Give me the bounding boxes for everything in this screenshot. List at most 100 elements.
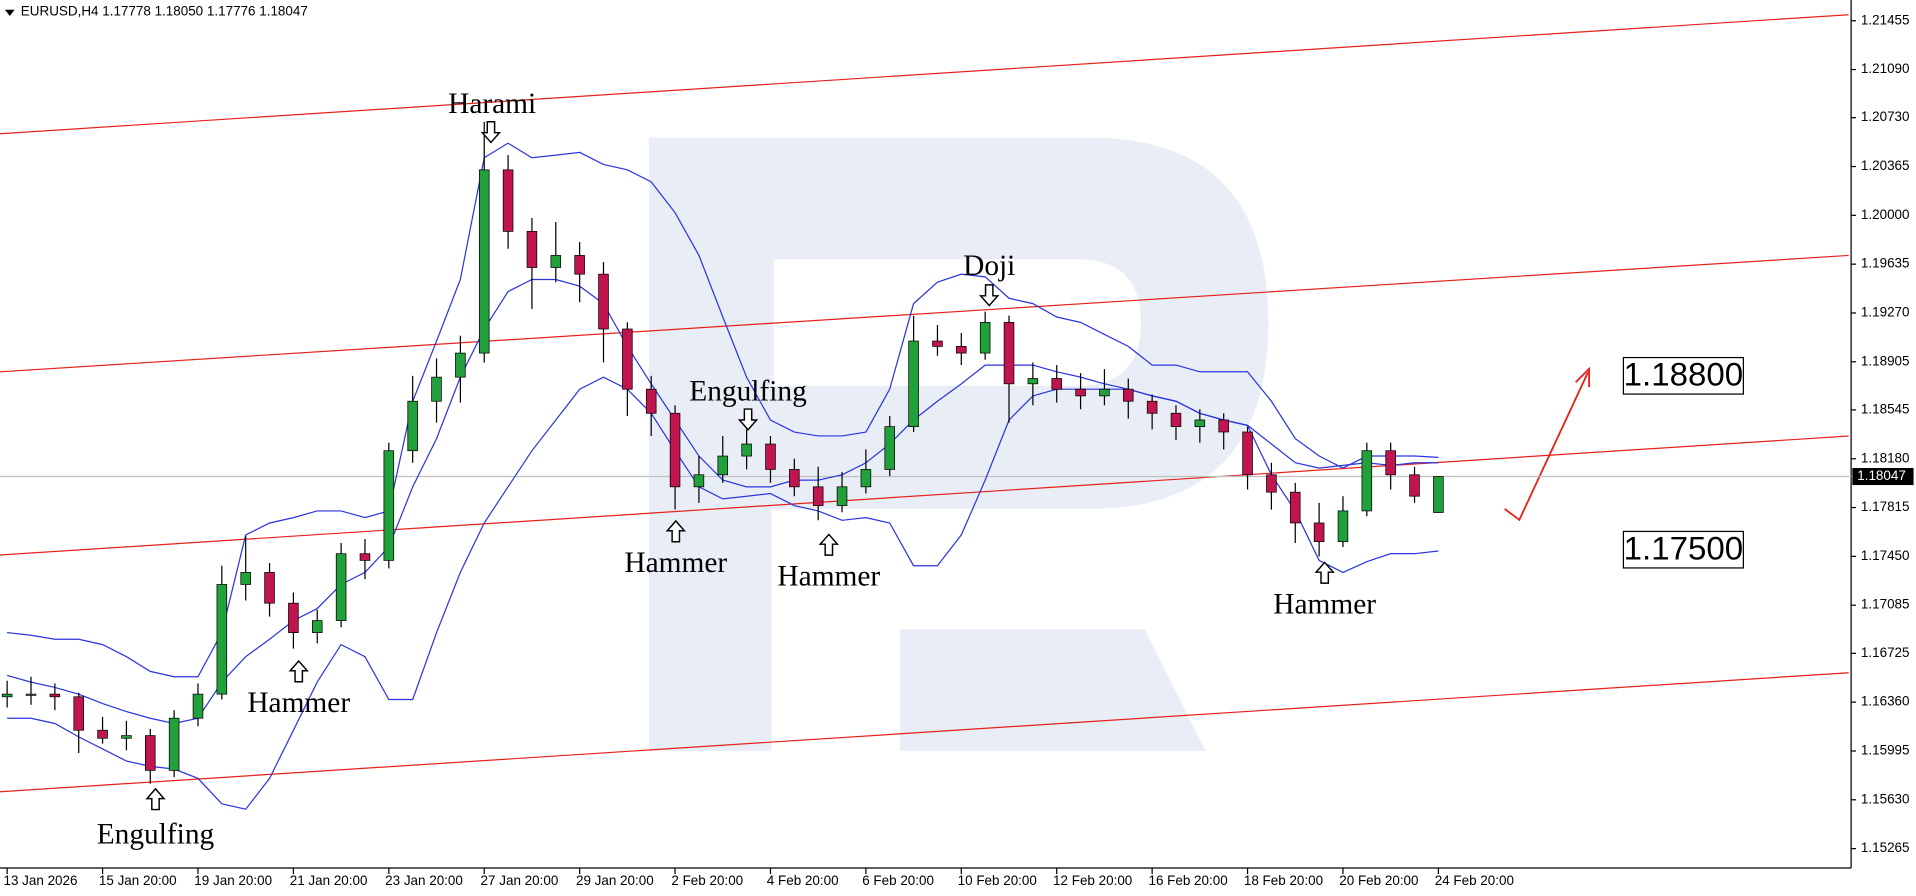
pattern-arrow [145,787,166,811]
candle-body [645,388,657,414]
candle-body [478,169,490,354]
x-tick-label: 18 Feb 20:00 [1244,873,1323,888]
pattern-arrow [979,284,1000,307]
candle-body [145,735,156,771]
channel-line [0,14,1849,135]
y-tick-label: 1.19270 [1861,305,1910,320]
current-price-label: 1.18047 [1857,468,1906,483]
candle-body [1289,491,1301,524]
candle-body [836,486,848,506]
pattern-arrow [737,408,759,431]
x-tick-label: 4 Feb 20:00 [767,873,839,888]
candle-body [550,255,562,268]
pattern-label: Doji [963,250,1015,282]
x-tick-label: 2 Feb 20:00 [671,873,743,888]
x-tick-label: 29 Jan 20:00 [576,873,654,888]
pattern-label: Engulfing [97,819,215,851]
y-tick-label: 1.15265 [1861,840,1910,855]
x-tick-label: 23 Jan 20:00 [385,873,463,888]
candle-body [1337,510,1349,543]
candle-body [1409,474,1420,497]
x-tick-label: 16 Feb 20:00 [1148,873,1227,888]
y-tick-label: 1.15995 [1861,743,1910,758]
candle-body [25,693,37,696]
candle-body [860,469,872,488]
candle-body [669,412,681,488]
candle-body [502,169,514,232]
candle-body [407,400,418,452]
bollinger-upper [7,142,1439,678]
pattern-label: Hammer [624,547,727,579]
candle-body [1027,378,1039,385]
y-tick-label: 1.17085 [1861,597,1910,612]
candle-body [574,255,585,275]
candle-body [311,620,323,633]
candle-body [1,693,13,698]
header-triangle [4,9,15,16]
candle-body [216,584,228,695]
y-tick-label: 1.20365 [1861,158,1910,173]
candle-body [264,572,275,604]
candle-body [240,572,251,585]
candle-body [526,231,538,268]
y-tick-label: 1.17815 [1861,499,1910,514]
candle-body [97,729,108,739]
candle-body [789,469,800,488]
pattern-arrow [1314,561,1335,584]
candle-body [1218,419,1229,433]
forecast-arrow [1504,366,1591,522]
candle-body [359,553,371,561]
level-label: 1.18800 [1624,356,1743,393]
candle-body [455,352,466,378]
x-tick-label: 20 Feb 20:00 [1339,873,1418,888]
x-tick-label: 15 Jan 20:00 [99,873,177,888]
x-tick-label: 21 Jan 20:00 [290,873,368,888]
level-box [1622,530,1744,569]
x-tick-label: 27 Jan 20:00 [481,873,559,888]
candle-body [1051,378,1062,390]
candle-body [979,321,991,354]
candle-body [1361,450,1373,512]
x-tick-label: 12 Feb 20:00 [1053,873,1132,888]
candles [1,121,1444,784]
pattern-arrow [818,533,840,556]
y-tick-label: 1.16725 [1861,645,1910,660]
pattern-arrow [665,519,686,543]
candle-body [717,455,729,476]
candle-body [1313,522,1325,543]
pattern-label: Harami [448,88,536,120]
candle-body [1170,412,1182,428]
y-tick-label: 1.19635 [1861,256,1910,271]
y-tick-label: 1.18545 [1861,401,1910,416]
y-tick-label: 1.18905 [1861,353,1910,368]
candle-body [741,443,752,457]
candle-body [598,273,609,330]
x-tick-label: 10 Feb 20:00 [958,873,1037,888]
candle-body [1194,419,1206,428]
candle-body [1385,450,1396,476]
candle-body [622,328,633,390]
candle-body [1266,474,1277,493]
candle-body [812,486,824,506]
candle-body [335,553,347,621]
y-tick-label: 1.17450 [1861,548,1910,563]
watermark [648,137,1269,752]
y-tick-label: 1.21455 [1861,12,1910,27]
channel-line [0,254,1849,373]
y-tick-label: 1.21090 [1861,61,1910,76]
pattern-arrow [480,121,502,144]
y-tick-label: 1.20000 [1861,207,1910,222]
y-tick-label: 1.16360 [1861,694,1910,709]
candle-body [168,717,180,771]
channel-lines [0,14,1849,793]
y-tick-label: 1.20730 [1861,109,1910,124]
x-tick-label: 19 Jan 20:00 [194,873,272,888]
pattern-label: Hammer [247,687,350,719]
level-label: 1.17500 [1624,530,1743,567]
candle-body [192,693,204,719]
channel-line [0,672,1849,793]
candle-body [1146,400,1158,414]
y-tick-label: 1.15630 [1861,791,1910,806]
